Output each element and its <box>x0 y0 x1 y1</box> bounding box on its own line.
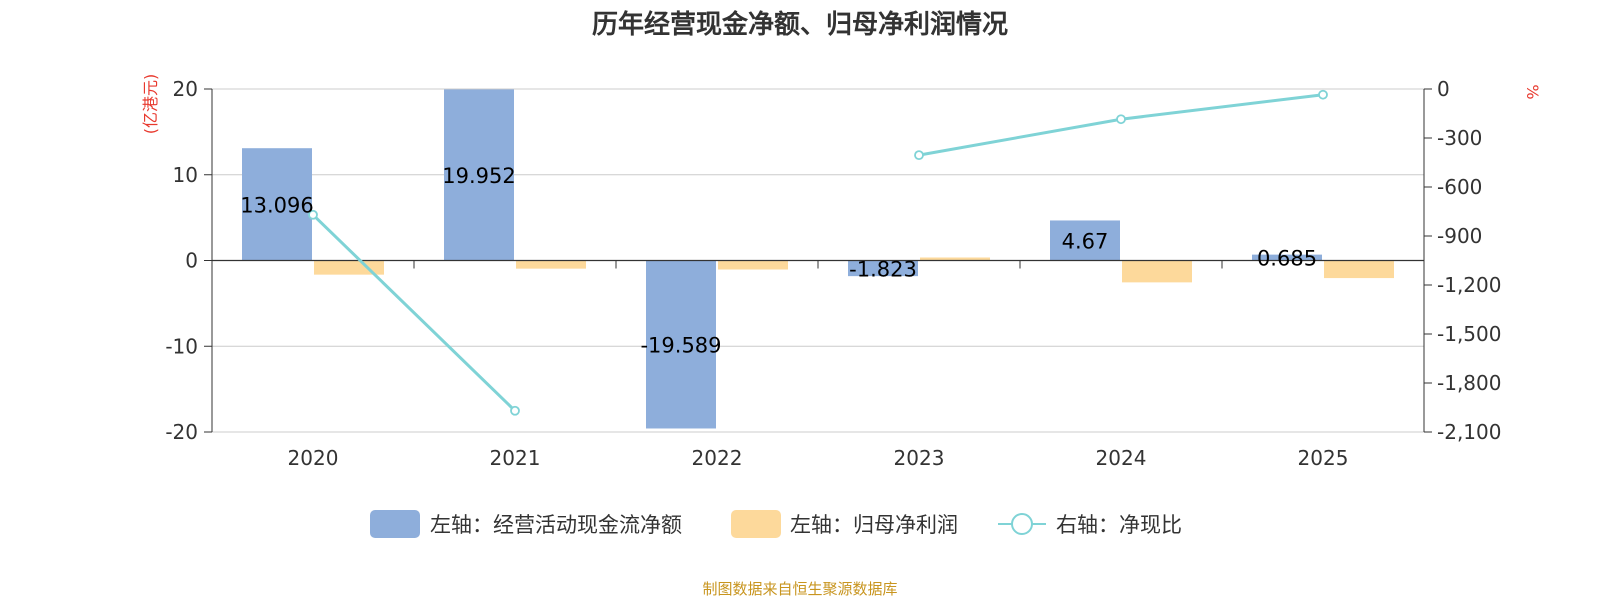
right-tick-label: -1,200 <box>1437 273 1501 297</box>
left-tick-label: 0 <box>185 249 198 273</box>
cash-flow-value-label: 4.67 <box>1062 229 1109 253</box>
bar-cash-flow <box>848 260 918 277</box>
ratio-point <box>510 405 520 416</box>
cash-flow-value-label: 19.952 <box>442 164 515 188</box>
x-tick-label: 2023 <box>894 446 945 470</box>
bar-net-profit <box>516 260 586 269</box>
left-axis-unit: (亿港元) <box>141 74 160 135</box>
bar-cash-flow <box>1050 220 1120 261</box>
cash-flow-value-label: -1.823 <box>849 257 917 281</box>
bar-net-profit <box>718 260 788 270</box>
bar-net-profit <box>1122 260 1192 283</box>
right-tick-label: -900 <box>1437 224 1482 248</box>
cash-flow-value-label: 0.685 <box>1257 247 1317 271</box>
right-tick-label: -1,800 <box>1437 371 1501 395</box>
x-tick-label: 2024 <box>1096 446 1147 470</box>
ratio-line-segment <box>918 93 1324 157</box>
legend-swatch-cash-flow <box>370 510 420 538</box>
legend-swatch-net-profit <box>731 510 781 538</box>
x-tick-label: 2022 <box>692 446 743 470</box>
cash-flow-value-label: -19.589 <box>640 333 721 357</box>
right-tick-label: -2,100 <box>1437 420 1501 444</box>
right-tick-label: -600 <box>1437 175 1482 199</box>
bar-cash-flow <box>242 148 312 261</box>
bar-cash-flow <box>646 260 716 429</box>
right-tick-label: -300 <box>1437 126 1482 150</box>
ratio-line-segment <box>311 213 517 412</box>
ratio-point <box>308 209 318 220</box>
left-tick-label: -20 <box>165 420 198 444</box>
legend-label-cash-flow: 左轴：经营活动现金流净额 <box>430 513 682 537</box>
left-tick-label: 10 <box>173 163 198 187</box>
ratio-point <box>914 150 924 161</box>
x-tick-label: 2020 <box>288 446 339 470</box>
chart-title: 历年经营现金净额、归母净利润情况 <box>592 9 1008 40</box>
bar-cash-flow <box>444 89 514 261</box>
axes: 20 10 0 -10 -20 0 -300 -600 -900 -1,200 -1,500 -1,8… <box>165 77 1501 470</box>
left-tick-label: 20 <box>173 77 198 101</box>
legend-item-net-profit[interactable]: 左轴：归母净利润 <box>731 510 958 538</box>
legend-swatch-ratio-marker <box>1011 513 1033 535</box>
x-tick-label: 2025 <box>1298 446 1349 470</box>
ratio-point <box>1318 89 1328 100</box>
bar-cash-flow <box>1252 254 1322 261</box>
bars <box>242 89 1394 429</box>
legend[interactable]: 左轴：经营活动现金流净额 左轴：归母净利润 右轴：净现比 <box>370 510 1182 538</box>
legend-label-net-profit: 左轴：归母净利润 <box>790 513 958 537</box>
bar-net-profit <box>314 260 384 275</box>
left-tick-label: -10 <box>165 334 198 358</box>
source-note: 制图数据来自恒生聚源数据库 <box>702 580 897 598</box>
x-tick-label: 2021 <box>490 446 541 470</box>
right-axis-unit: % <box>1523 84 1542 99</box>
cash-flow-value-label: 13.096 <box>240 193 313 217</box>
ratio-point <box>1116 114 1126 125</box>
data-labels: 13.096 19.952 -19.589 -1.823 4.67 0.685 <box>240 164 1317 358</box>
ratio-line <box>308 89 1328 416</box>
right-tick-label: 0 <box>1437 77 1450 101</box>
gridlines <box>212 88 1424 433</box>
bar-net-profit <box>920 257 990 261</box>
bar-net-profit <box>1324 260 1394 279</box>
legend-label-ratio: 右轴：净现比 <box>1056 513 1182 537</box>
legend-item-ratio[interactable]: 右轴：净现比 <box>998 513 1182 537</box>
right-tick-label: -1,500 <box>1437 322 1501 346</box>
legend-item-cash-flow[interactable]: 左轴：经营活动现金流净额 <box>370 510 682 538</box>
